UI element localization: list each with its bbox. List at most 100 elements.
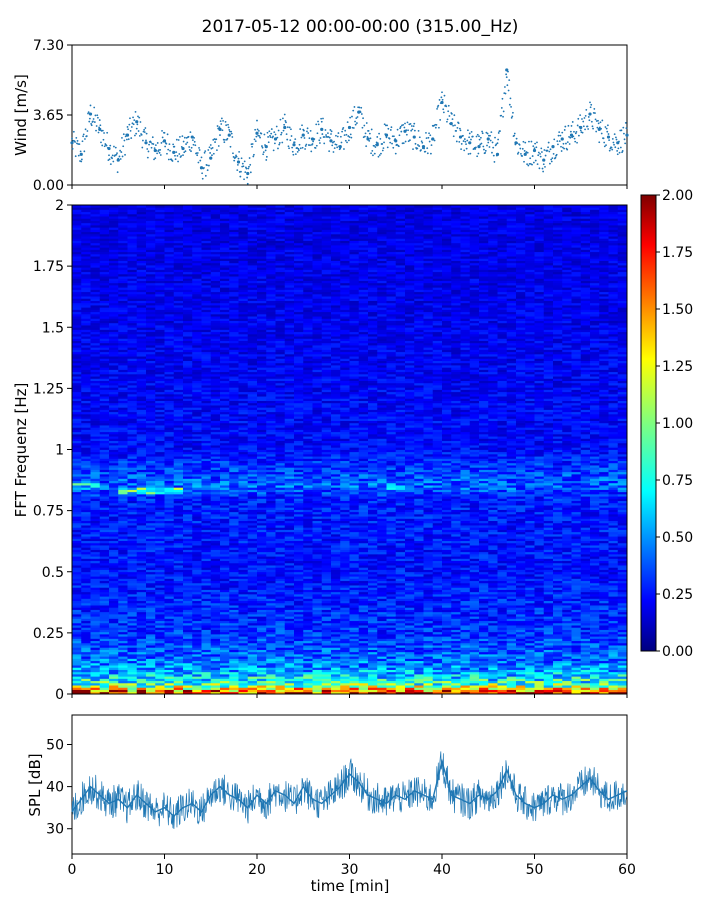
spectrogram-cell (155, 465, 165, 468)
spectrogram-cell (192, 298, 202, 301)
wind-texture-point (413, 129, 416, 132)
spectrogram-cell (127, 533, 138, 537)
spectrogram-cell (155, 640, 165, 644)
spectrogram-cell (173, 349, 184, 353)
wind-texture-point (199, 159, 202, 162)
spectrogram-cell (136, 236, 147, 239)
wind-texture-point (409, 123, 412, 125)
wind-texture-point (75, 136, 78, 139)
spectrogram-cell (220, 609, 230, 613)
spectrogram-cell (90, 502, 101, 506)
spectrogram-cell (146, 674, 156, 677)
spectrogram-cell (155, 389, 165, 393)
spectrogram-cell (164, 427, 175, 430)
spectrogram-cell (173, 413, 184, 417)
spectrogram-cell (201, 633, 212, 637)
spectrogram-cell (164, 551, 175, 555)
spectrogram-cell (183, 598, 193, 602)
spectrogram-cell (127, 658, 138, 662)
spectrogram-cell (183, 280, 193, 284)
spectrogram-cell (136, 273, 147, 277)
spectrogram-cell (155, 660, 165, 664)
spectrogram-cell (155, 549, 165, 553)
wind-texture-point (254, 140, 257, 142)
spectrogram-cell (201, 398, 212, 401)
spectrogram-cell (201, 316, 212, 319)
spectrogram-cell (90, 340, 101, 344)
spectrogram-cell (118, 289, 128, 293)
spectrogram-cell (173, 527, 184, 530)
spectrogram-cell (118, 520, 128, 524)
wind-data-point (255, 131, 259, 135)
spectrogram-cell (72, 493, 82, 497)
spectrogram-cell (81, 271, 91, 275)
wind-texture-point (224, 138, 226, 141)
spectrogram-cell (201, 522, 212, 526)
spectrogram-cell (201, 302, 212, 306)
spectrogram-cell (146, 685, 156, 688)
spectrogram-cell (127, 576, 138, 579)
spectrogram-cell (90, 311, 101, 315)
spectrogram-cell (99, 289, 110, 293)
spectrogram-cell (201, 660, 212, 664)
wind-data-point (209, 156, 213, 160)
spectrogram-cell (201, 433, 212, 437)
spectrogram-cell (99, 605, 110, 608)
spectrogram-cell (136, 331, 147, 335)
spectrogram-cell (238, 649, 249, 653)
wind-texture-point (583, 117, 586, 119)
spectrogram-cell (210, 340, 221, 344)
spectrogram-cell (136, 591, 147, 595)
wind-texture-point (582, 120, 585, 123)
spectrogram-cell (109, 578, 119, 582)
spectrogram-cell (192, 349, 202, 353)
spectrogram-cell (155, 458, 165, 462)
wind-texture-point (197, 161, 200, 164)
wind-texture-point (476, 133, 479, 136)
spectrogram-cell (136, 405, 147, 408)
spectrogram-cell (127, 238, 138, 241)
spectrogram-cell (164, 547, 175, 550)
spectrogram-cell (81, 451, 91, 455)
spectrogram-cell (155, 522, 165, 526)
wind-texture-point (278, 143, 281, 146)
spectrogram-cell (118, 596, 128, 599)
wind-texture-point (508, 103, 511, 106)
spectrogram-cell (155, 540, 165, 544)
wind-texture-point (306, 127, 309, 130)
spectrogram-cell (201, 387, 212, 390)
wind-texture-point (161, 129, 163, 132)
spectrogram-cell (99, 545, 110, 548)
spectrogram-cell (90, 533, 101, 537)
spectrogram-cell (72, 491, 82, 495)
spectrogram-cell (183, 489, 193, 493)
spectrogram-cell (164, 313, 175, 317)
spectrogram-cell (183, 209, 193, 213)
wind-texture-point (412, 125, 415, 128)
spectrogram-cell (183, 265, 193, 268)
spectrogram-cell (155, 271, 165, 275)
spectrogram-cell (146, 480, 156, 484)
spectrogram-cell (155, 609, 165, 613)
wind-texture-point (263, 133, 266, 136)
spectrogram-cell (127, 596, 138, 599)
spectrogram-cell (90, 380, 101, 384)
wind-texture-point (246, 182, 249, 185)
spectrogram-cell (201, 260, 212, 264)
spectrogram-cell (136, 329, 147, 333)
spectrogram-cell (118, 429, 128, 433)
wind-texture-point (337, 132, 340, 134)
spectrogram-cell (136, 389, 147, 393)
spectrogram-cell (164, 418, 175, 421)
spectrogram-cell (146, 238, 156, 241)
wind-texture-point (124, 153, 126, 156)
spectrogram-cell (173, 385, 184, 388)
spectrogram-cell (118, 387, 128, 390)
spectrogram-cell (136, 674, 147, 677)
wind-texture-point (481, 132, 484, 135)
spectrogram-cell (136, 582, 147, 586)
spectrogram-cell (99, 211, 110, 215)
spectrogram-cell (99, 222, 110, 226)
spectrogram-cell (118, 633, 128, 637)
spectrogram-cell (155, 425, 165, 428)
